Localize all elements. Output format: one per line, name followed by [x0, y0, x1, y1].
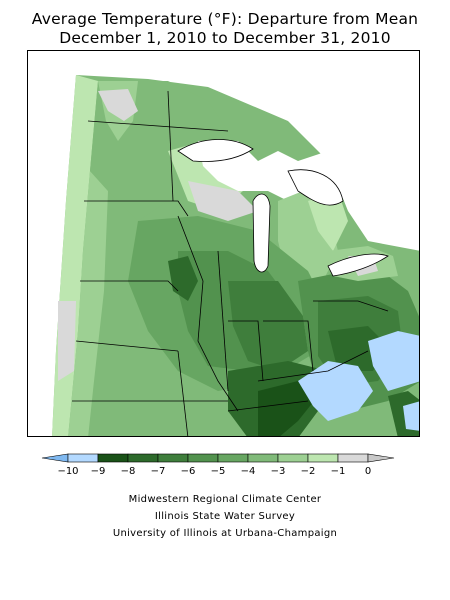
map-canvas: [28, 51, 419, 436]
departure-zone-minus3-west: [68, 171, 108, 436]
legend-swatch-3: [157, 453, 189, 463]
outside-domain-northeast: [328, 82, 419, 251]
departure-zone-minus2-michigan: [308, 191, 348, 251]
temperature-departure-map: [27, 50, 420, 437]
legend-tick-label-2: −8: [121, 466, 136, 477]
legend-tick-label-7: −3: [271, 466, 286, 477]
departure-zone-minus1-lakes: [188, 181, 258, 221]
state-boundaries: [72, 90, 389, 436]
map-title: Average Temperature (°F): Departure from…: [31, 10, 419, 28]
legend-low-cap: [41, 453, 69, 463]
legend-tick-label-8: −2: [301, 466, 316, 477]
legend-tick-label-9: −1: [331, 466, 346, 477]
departure-zone-minus7-central: [228, 281, 308, 371]
departure-zone-minus1-west: [58, 301, 76, 381]
credit-mrcc: Midwestern Regional Climate Center: [128, 494, 322, 505]
color-scale-legend: −10 −9 −8 −7 −6 −5 −4 −3 −2 −1 0: [40, 450, 410, 490]
legend-tick-label-5: −5: [211, 466, 226, 477]
credit-isws: Illinois State Water Survey: [154, 511, 296, 522]
map-subtitle-date-range: December 1, 2010 to December 31, 2010: [59, 29, 391, 47]
legend-swatch-0: [67, 453, 99, 463]
legend-tick-label-1: −9: [91, 466, 106, 477]
legend-tick-label-10: 0: [365, 466, 371, 477]
departure-zone-minus9-south: [258, 381, 318, 436]
legend-high-cap: [367, 453, 395, 463]
legend-swatch-8: [307, 453, 339, 463]
legend-swatch-7: [277, 453, 309, 463]
departure-zone-minus10-e: [368, 331, 419, 391]
departure-zone-minus10-corner: [403, 401, 419, 431]
departure-zone-minus1-nw: [98, 89, 138, 121]
departure-zone-minus8-iowa: [168, 256, 198, 301]
legend-tick-label-6: −4: [241, 466, 256, 477]
legend-swatch-4: [187, 453, 219, 463]
great-lakes-outlines: [177, 139, 389, 277]
legend-colorbar: −10 −9 −8 −7 −6 −5 −4 −3 −2 −1 0: [41, 453, 395, 477]
legend-swatch-9: [337, 453, 369, 463]
credit-uiuc: University of Illinois at Urbana-Champai…: [112, 528, 338, 539]
outside-domain-left: [28, 51, 76, 436]
legend-swatch-2: [127, 453, 159, 463]
legend-tick-label-0: −10: [57, 466, 78, 477]
legend-swatch-5: [217, 453, 249, 463]
legend-swatch-6: [247, 453, 279, 463]
legend-swatch-1: [97, 453, 129, 463]
legend-tick-label-3: −7: [151, 466, 166, 477]
legend-tick-label-4: −6: [181, 466, 196, 477]
departure-zone-minus10-se: [298, 361, 373, 421]
